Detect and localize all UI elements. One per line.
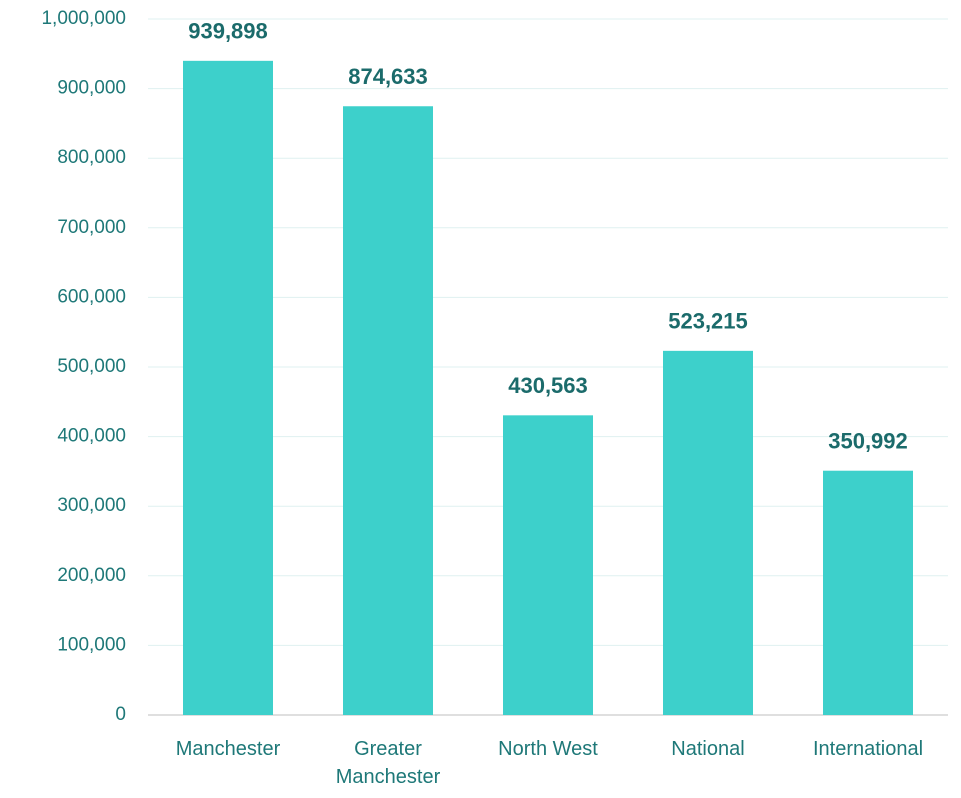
y-tick-label: 900,000 <box>57 78 126 99</box>
x-tick-label: International <box>812 738 924 760</box>
y-tick-label: 600,000 <box>57 286 126 307</box>
y-tick-label: 700,000 <box>57 217 126 238</box>
y-tick-label: 200,000 <box>57 565 126 586</box>
bar <box>343 106 433 715</box>
y-tick-label: 400,000 <box>57 426 126 447</box>
value-label: 523,215 <box>668 309 748 334</box>
y-tick-label: 300,000 <box>57 495 126 516</box>
value-label: 874,633 <box>348 64 428 89</box>
value-label: 430,563 <box>508 373 588 398</box>
bar <box>663 350 753 715</box>
value-label: 939,898 <box>188 19 268 44</box>
bar <box>823 470 913 715</box>
x-tick-label: North West <box>498 738 598 760</box>
bar <box>183 60 273 715</box>
x-tick-label: National <box>671 738 745 760</box>
x-tick-label: Greater Manchester <box>335 738 441 788</box>
y-tick-label: 100,000 <box>57 634 126 655</box>
y-tick-label: 500,000 <box>57 356 126 377</box>
x-tick-label: Manchester <box>175 738 281 760</box>
value-label: 350,992 <box>828 429 908 454</box>
bar <box>503 415 593 715</box>
y-tick-label: 800,000 <box>57 147 126 168</box>
y-tick-label: 0 <box>115 704 126 725</box>
y-tick-label: 1,000,000 <box>41 8 126 29</box>
